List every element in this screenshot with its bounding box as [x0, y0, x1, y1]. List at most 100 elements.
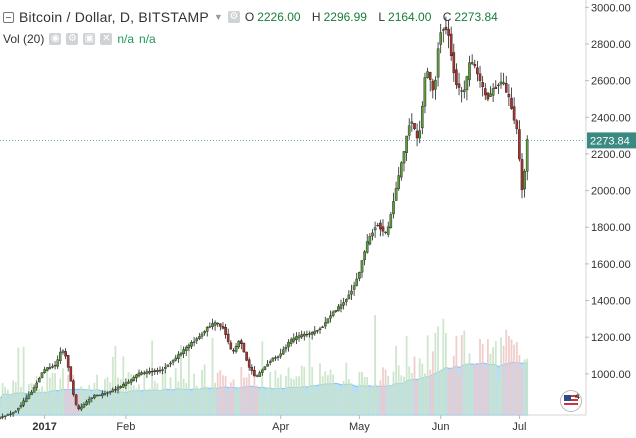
- gear-icon[interactable]: ⚙: [66, 33, 79, 45]
- candle: [216, 322, 220, 325]
- candle: [213, 322, 217, 326]
- volume-bar: [489, 353, 492, 415]
- flag-badge[interactable]: 4: [560, 390, 582, 412]
- time-tick-label: Jul: [512, 421, 526, 433]
- candle: [289, 339, 293, 344]
- price-tick-label: 1200.00: [591, 332, 631, 344]
- collapse-icon[interactable]: [3, 11, 14, 23]
- candle: [121, 384, 125, 388]
- volume-indicator-label[interactable]: Vol (20): [3, 32, 45, 46]
- volume-bar: [321, 376, 324, 415]
- symbol-title[interactable]: Bitcoin / Dollar, D, BITSTAMP: [19, 9, 209, 25]
- volume-bar: [523, 359, 526, 415]
- volume-bar: [295, 376, 298, 415]
- candle: [447, 28, 450, 36]
- volume-bar: [101, 392, 104, 415]
- volume-bar: [51, 373, 54, 415]
- volume-bar: [400, 375, 403, 415]
- volume-bar: [193, 373, 195, 415]
- close-icon[interactable]: ✕: [100, 33, 113, 45]
- price-tick-label: 1800.00: [591, 222, 631, 234]
- volume-bar: [174, 368, 177, 415]
- volume-bar: [460, 335, 463, 415]
- volume-bar: [473, 363, 476, 415]
- time-tick-label: Feb: [116, 421, 135, 433]
- volume-bar: [526, 358, 529, 415]
- eye-icon[interactable]: ◉: [49, 33, 62, 45]
- volume-bar: [337, 387, 340, 415]
- candle: [177, 354, 180, 360]
- volume-bar: [211, 337, 214, 415]
- volume-bar: [429, 369, 432, 415]
- volume-bar: [41, 386, 43, 415]
- candle: [470, 62, 474, 65]
- volume-bar: [363, 377, 366, 415]
- volume-bar: [327, 375, 329, 415]
- candle: [525, 139, 529, 172]
- volume-bar: [484, 367, 487, 415]
- chevron-down-icon[interactable]: ▼: [213, 12, 223, 22]
- volume-bar: [151, 340, 153, 415]
- candle: [51, 366, 54, 368]
- candle: [491, 88, 495, 96]
- volume-bar: [334, 384, 337, 415]
- candle: [127, 381, 130, 384]
- price-tick-label: 1000.00: [591, 369, 631, 381]
- volume-bar: [201, 370, 203, 415]
- candle: [331, 311, 335, 316]
- candle: [32, 387, 36, 393]
- volume-bar: [311, 367, 314, 415]
- volume-bar: [117, 377, 119, 415]
- candle: [40, 372, 44, 379]
- candle: [106, 392, 109, 394]
- volume-bar: [130, 373, 133, 415]
- candle: [439, 32, 443, 45]
- candle: [426, 71, 429, 78]
- volume-bar: [340, 391, 342, 415]
- volume-bar: [253, 374, 256, 415]
- candle: [224, 327, 227, 335]
- candle: [379, 222, 382, 230]
- volume-bar: [479, 339, 481, 415]
- candle: [79, 406, 83, 410]
- volume-bar: [208, 392, 211, 415]
- candle: [326, 318, 330, 324]
- volume-bar: [219, 370, 222, 415]
- volume-bar: [442, 318, 445, 415]
- volume-bar: [458, 375, 460, 415]
- candle: [258, 372, 262, 377]
- candle: [135, 374, 138, 379]
- candle: [95, 395, 99, 397]
- candle: [421, 105, 424, 129]
- candle: [129, 379, 133, 383]
- source-icon[interactable]: ▣: [83, 33, 96, 45]
- candle: [337, 306, 340, 312]
- candle: [324, 322, 327, 327]
- volume-bar: [0, 396, 1, 415]
- time-tick-label: Jun: [432, 421, 450, 433]
- volume-bar: [30, 383, 33, 415]
- volume-bar: [261, 341, 264, 415]
- us-flag-icon: [564, 395, 578, 407]
- volume-bar: [264, 396, 266, 415]
- volume-bar: [140, 395, 143, 415]
- candle: [64, 351, 67, 357]
- volume-bar: [22, 346, 25, 415]
- candle: [329, 315, 332, 319]
- candle: [35, 382, 38, 388]
- volume-bar: [319, 363, 321, 415]
- candle: [486, 92, 490, 100]
- settings-icon[interactable]: ⚙: [227, 11, 240, 23]
- volume-bar: [161, 371, 164, 415]
- volume-bar: [198, 388, 201, 415]
- volume-bar: [20, 387, 22, 415]
- volume-bar: [521, 368, 523, 415]
- volume-bar: [229, 382, 232, 415]
- candle: [308, 333, 311, 335]
- candle: [402, 151, 406, 164]
- volume-bar: [382, 367, 384, 415]
- volume-bar: [345, 362, 348, 415]
- candle: [436, 48, 440, 78]
- candle: [397, 175, 401, 189]
